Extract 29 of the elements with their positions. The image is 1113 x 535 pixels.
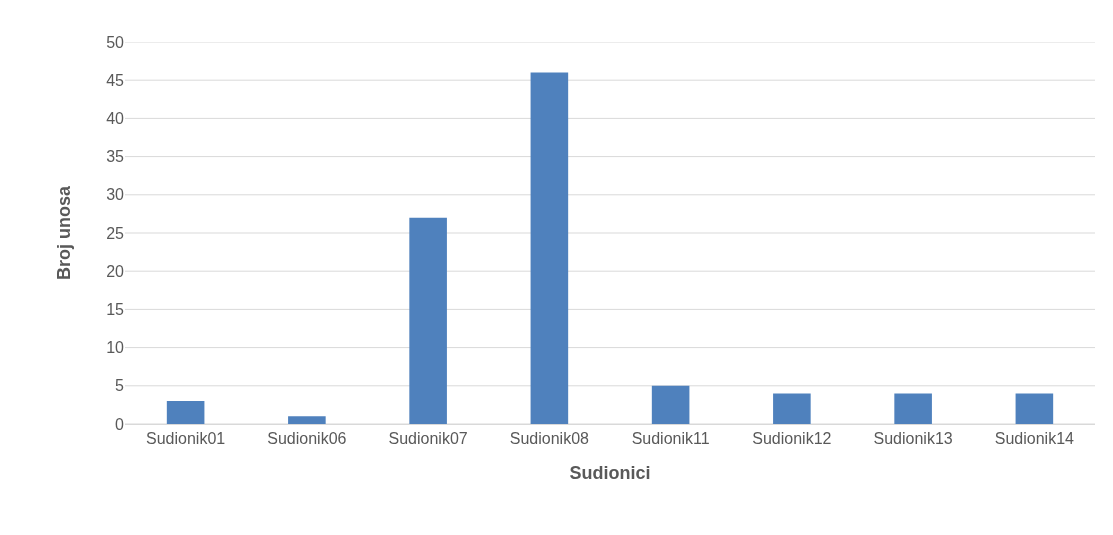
bar [773,393,811,424]
bar [530,72,569,424]
bar [288,416,326,424]
x-tick-label: Sudionik11 [631,430,710,448]
y-tick-label: 5 [115,377,125,395]
y-tick-label: 15 [106,301,125,318]
x-tick-label: Sudionik12 [752,430,832,448]
bar [894,393,932,424]
x-tick-label: Sudionik06 [267,430,347,448]
y-tick-label: 0 [115,415,125,433]
bar [1015,393,1054,424]
y-tick-label: 10 [106,339,125,357]
x-tick-label: Sudionik07 [388,430,468,448]
y-tick-label: 30 [106,186,125,204]
x-tick-label: Sudionik01 [146,430,226,448]
x-tick-label: Sudionik14 [994,430,1075,448]
y-tick-label: 50 [106,33,125,51]
bar [651,385,690,424]
y-tick-label: 40 [106,110,125,127]
y-tick-label: 45 [106,71,125,89]
x-axis-title: Sudionici [569,463,651,484]
y-tick-label: 20 [106,262,125,280]
bar [166,401,205,424]
x-tick-label: Sudionik13 [873,430,953,448]
y-tick-label: 35 [106,148,125,166]
x-tick-label: Sudionik08 [509,430,590,448]
y-axis-title: Broj unosa [54,185,75,281]
y-tick-label: 25 [106,224,125,242]
bar [409,217,447,424]
